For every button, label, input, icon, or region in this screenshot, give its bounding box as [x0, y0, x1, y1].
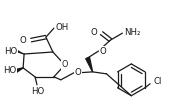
Polygon shape: [86, 57, 93, 72]
Text: HO: HO: [31, 87, 45, 96]
Text: HO: HO: [4, 47, 17, 56]
Text: O: O: [19, 36, 26, 45]
Text: O: O: [100, 47, 106, 56]
Text: HO: HO: [3, 66, 16, 75]
Text: O: O: [91, 28, 98, 37]
Text: O: O: [62, 60, 68, 69]
Text: Cl: Cl: [153, 77, 161, 86]
Polygon shape: [15, 68, 23, 72]
Text: O: O: [75, 68, 81, 77]
Text: NH₂: NH₂: [124, 28, 141, 37]
Text: OH: OH: [56, 23, 69, 32]
